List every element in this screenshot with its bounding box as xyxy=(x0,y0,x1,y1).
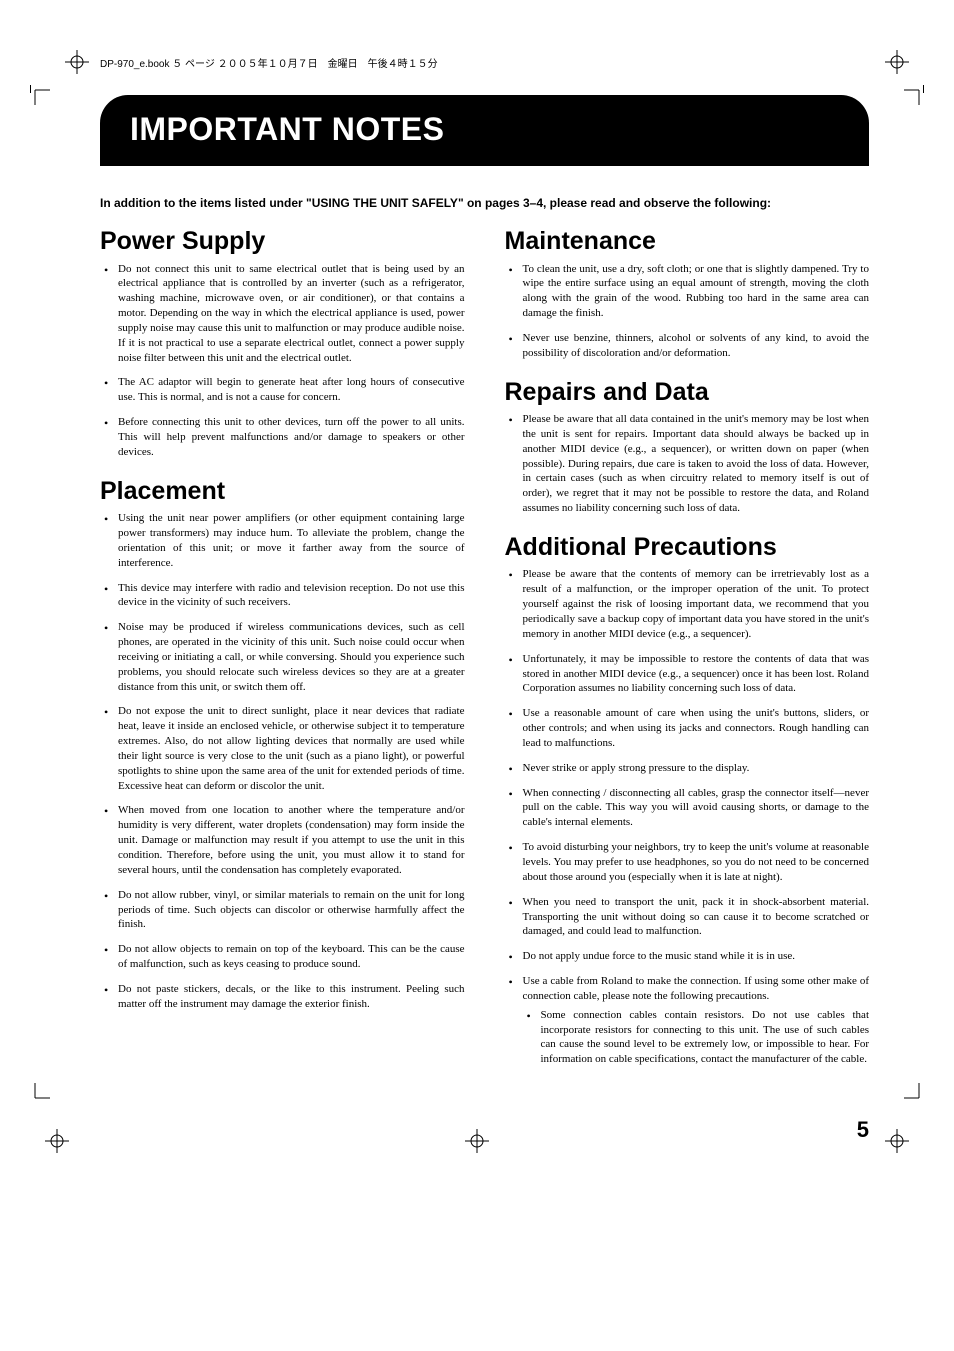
list-item: When you need to transport the unit, pac… xyxy=(505,895,870,940)
list-item: Unfortunately, it may be impossible to r… xyxy=(505,652,870,697)
page-title: IMPORTANT NOTES xyxy=(130,111,444,147)
registration-mark-icon xyxy=(885,50,909,74)
registration-mark-icon xyxy=(45,1129,69,1153)
crop-mark-icon xyxy=(20,1083,50,1113)
left-column: Power Supply Do not connect this unit to… xyxy=(100,228,465,1077)
list-item: Do not apply undue force to the music st… xyxy=(505,949,870,964)
content-columns: Power Supply Do not connect this unit to… xyxy=(100,228,869,1077)
section-heading-additional: Additional Precautions xyxy=(505,534,870,562)
list-item: When connecting / disconnecting all cabl… xyxy=(505,786,870,831)
sub-list-item: Some connection cables contain resistors… xyxy=(523,1008,870,1067)
section-heading-placement: Placement xyxy=(100,478,465,506)
page-title-block: IMPORTANT NOTES xyxy=(100,95,869,166)
list-item: Noise may be produced if wireless commun… xyxy=(100,620,465,694)
list-item: This device may interfere with radio and… xyxy=(100,581,465,611)
registration-mark-icon xyxy=(465,1129,489,1153)
list-item: Use a reasonable amount of care when usi… xyxy=(505,706,870,751)
list-item: Do not allow objects to remain on top of… xyxy=(100,942,465,972)
repairs-list: Please be aware that all data contained … xyxy=(505,412,870,516)
list-item: When moved from one location to another … xyxy=(100,803,465,877)
section-heading-repairs: Repairs and Data xyxy=(505,379,870,407)
intro-text: In addition to the items listed under "U… xyxy=(100,196,869,210)
list-item: Before connecting this unit to other dev… xyxy=(100,415,465,460)
list-item-with-sub: Use a cable from Roland to make the conn… xyxy=(505,974,870,1067)
list-item: Never strike or apply strong pressure to… xyxy=(505,761,870,776)
placement-list: Using the unit near power amplifiers (or… xyxy=(100,511,465,1011)
list-item: Never use benzine, thinners, alcohol or … xyxy=(505,331,870,361)
section-heading-power-supply: Power Supply xyxy=(100,228,465,256)
list-item: Do not expose the unit to direct sunligh… xyxy=(100,704,465,793)
crop-mark-icon xyxy=(20,75,50,105)
document-header: DP-970_e.book ５ ページ ２００５年１０月７日 金曜日 午後４時１… xyxy=(100,55,869,70)
additional-list: Please be aware that the contents of mem… xyxy=(505,567,870,1067)
right-column: Maintenance To clean the unit, use a dry… xyxy=(505,228,870,1077)
crop-mark-icon xyxy=(904,1083,934,1113)
list-item: To clean the unit, use a dry, soft cloth… xyxy=(505,262,870,321)
list-item: Please be aware that all data contained … xyxy=(505,412,870,516)
registration-mark-icon xyxy=(885,1129,909,1153)
list-item: Do not connect this unit to same electri… xyxy=(100,262,465,366)
section-heading-maintenance: Maintenance xyxy=(505,228,870,256)
registration-mark-icon xyxy=(65,50,89,74)
list-item-text: Use a cable from Roland to make the conn… xyxy=(523,975,870,1002)
list-item: Using the unit near power amplifiers (or… xyxy=(100,511,465,570)
maintenance-list: To clean the unit, use a dry, soft cloth… xyxy=(505,262,870,361)
list-item: Please be aware that the contents of mem… xyxy=(505,567,870,641)
manual-page: DP-970_e.book ５ ページ ２００５年１０月７日 金曜日 午後４時１… xyxy=(0,0,954,1183)
power-supply-list: Do not connect this unit to same electri… xyxy=(100,262,465,460)
sub-list: Some connection cables contain resistors… xyxy=(523,1008,870,1067)
list-item: Do not allow rubber, vinyl, or similar m… xyxy=(100,888,465,933)
list-item: To avoid disturbing your neighbors, try … xyxy=(505,840,870,885)
list-item: Do not paste stickers, decals, or the li… xyxy=(100,982,465,1012)
crop-mark-icon xyxy=(904,75,934,105)
list-item: The AC adaptor will begin to generate he… xyxy=(100,375,465,405)
